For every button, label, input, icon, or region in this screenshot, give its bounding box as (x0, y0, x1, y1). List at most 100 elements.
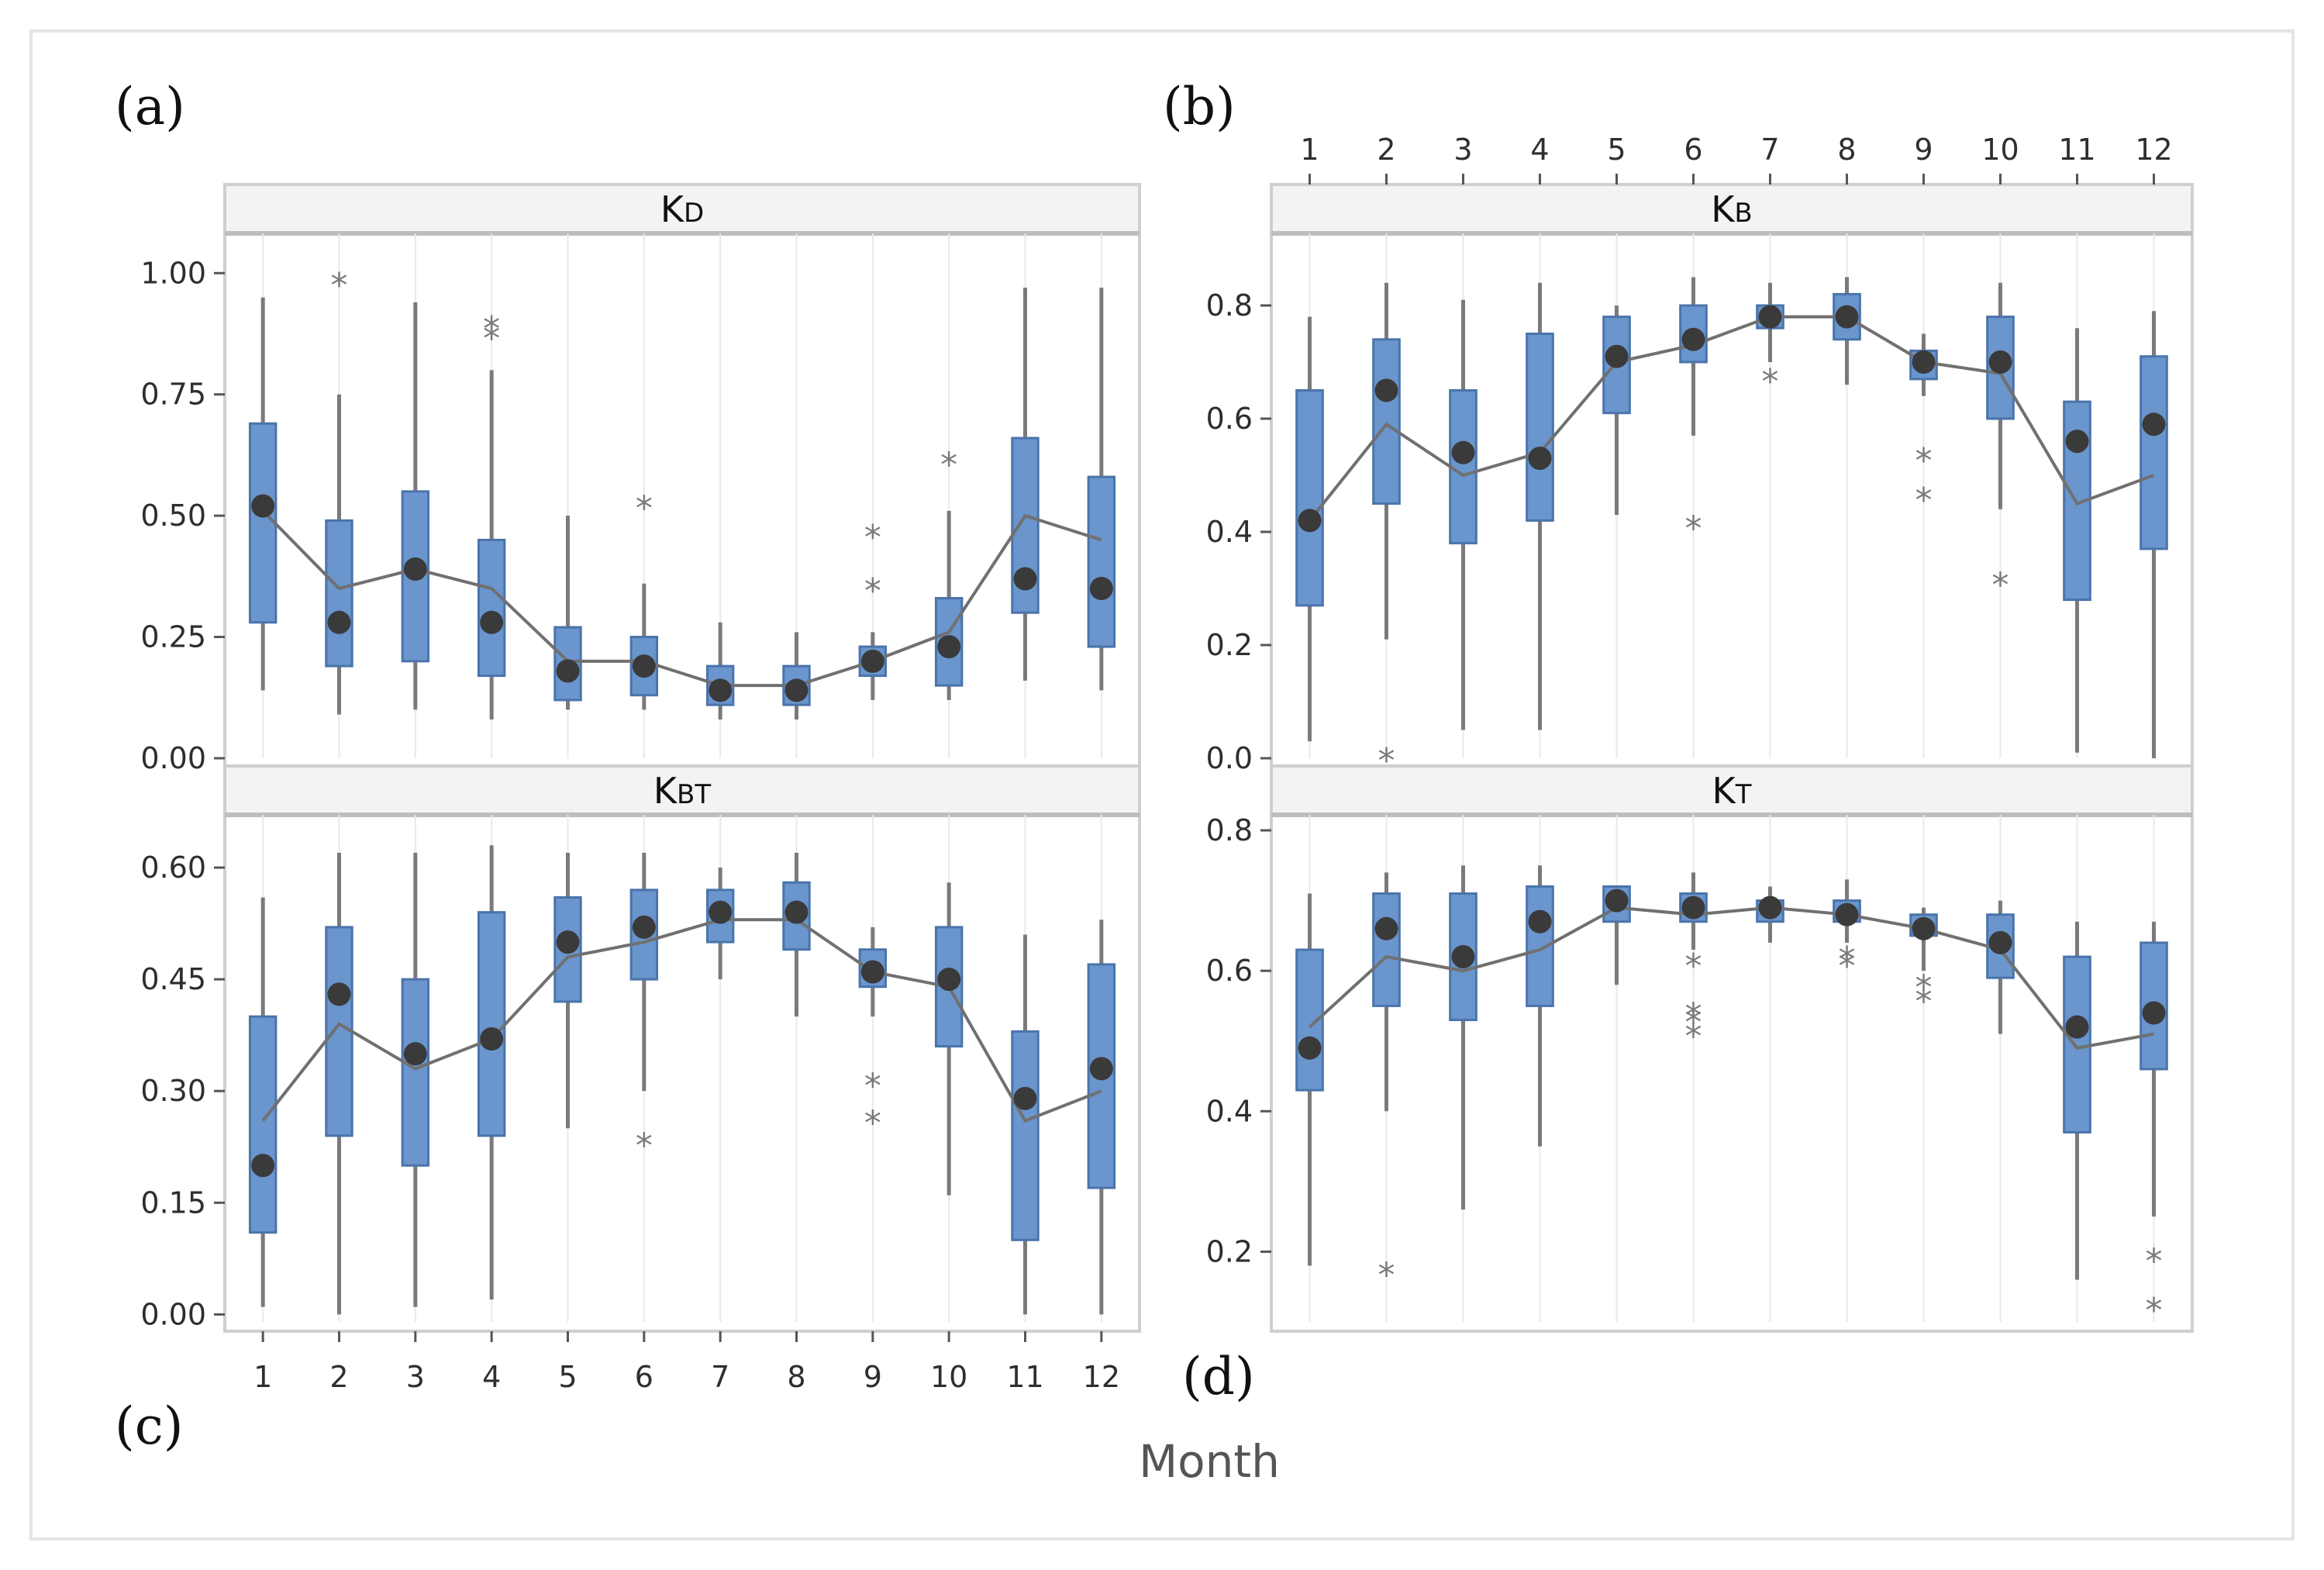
iqr-box (1087, 475, 1116, 648)
median-dot (1013, 1086, 1037, 1110)
box-month-2: * (1372, 872, 1401, 1296)
x-tick-label: 2 (329, 1360, 348, 1394)
panel-label: (b) (1163, 77, 1236, 136)
outlier-marker: * (1992, 566, 2009, 606)
y-tick-label: 0.2 (1206, 628, 1253, 662)
median-dot (632, 654, 656, 678)
median-dot (403, 1042, 427, 1066)
median-dot (937, 635, 961, 659)
mean-connect-line (261, 918, 1102, 1123)
x-tick-label: 3 (406, 1360, 425, 1394)
median-dot (1605, 889, 1629, 913)
x-tick-label: 4 (482, 1360, 501, 1394)
median-dot (1681, 895, 1705, 920)
iqr-box (1526, 333, 1554, 522)
x-tick-label: 10 (1981, 133, 2019, 167)
iqr-box (1372, 338, 1401, 505)
panel-label: (d) (1182, 1347, 1255, 1406)
x-tick-label: 8 (1837, 133, 1856, 167)
median-dot (403, 557, 427, 581)
y-tick-label: 0.25 (140, 620, 206, 654)
strip-title: KBT (653, 770, 711, 812)
median-dot (327, 982, 351, 1006)
x-tick-label: 6 (635, 1360, 653, 1394)
iqr-box (1295, 389, 1324, 607)
y-tick-label: 0.60 (140, 851, 206, 885)
panel-border (1270, 764, 2194, 1333)
median-dot (1988, 350, 2012, 374)
iqr-box (1372, 892, 1401, 1007)
median-dot (937, 968, 961, 992)
panel-1: KD0.000.250.500.751.00 *******(a) (115, 77, 1141, 775)
median-dot (784, 678, 809, 702)
box-month-4: ** (477, 309, 506, 719)
median-dot (784, 900, 809, 924)
y-tick-label: 0.4 (1206, 1094, 1253, 1128)
y-tick-label: 0.6 (1206, 402, 1253, 436)
outlier-marker: * (2146, 1291, 2163, 1330)
iqr-box (477, 538, 506, 678)
y-tick-label: 0.0 (1206, 741, 1253, 775)
figure-frame (29, 29, 2295, 1541)
median-dot (251, 494, 275, 518)
median-dot (2065, 430, 2089, 454)
box-month-11 (2063, 921, 2091, 1280)
x-tick-label: 1 (253, 1360, 272, 1394)
box-month-12 (2140, 311, 2168, 758)
median-dot (1681, 327, 1705, 351)
median-dot (1374, 378, 1398, 402)
median-dot (860, 960, 884, 984)
median-dot (1835, 902, 1859, 926)
box-month-1 (1295, 893, 1324, 1266)
outlier-marker: * (940, 445, 957, 485)
box-month-3 (1449, 299, 1477, 730)
x-tick-label: 11 (1006, 1360, 1043, 1394)
box-month-2: * (1372, 282, 1401, 781)
outlier-marker: * (1839, 940, 1856, 979)
outlier-marker: * (636, 1126, 653, 1165)
x-tick-label: 2 (1377, 133, 1395, 167)
x-tick-label: 12 (1083, 1360, 1120, 1394)
median-dot (1089, 577, 1113, 600)
box-month-1 (248, 897, 278, 1307)
iqr-box (2063, 955, 2091, 1134)
x-tick-label: 9 (864, 1360, 882, 1394)
outlier-marker: * (483, 319, 500, 359)
panel-border (1270, 183, 2194, 769)
median-dot (1298, 1036, 1322, 1060)
y-tick-label: 0.45 (140, 962, 206, 996)
outlier-marker: * (1378, 1256, 1395, 1296)
y-tick-label: 0.4 (1206, 515, 1253, 549)
iqr-box (325, 519, 353, 668)
median-dot (251, 1154, 275, 1178)
x-tick-label: 10 (930, 1360, 967, 1394)
box-month-12 (1087, 288, 1116, 691)
outlier-marker: * (1915, 968, 1933, 1007)
outlier-marker: * (636, 489, 653, 529)
y-tick-label: 0.75 (140, 378, 206, 412)
box-month-3 (401, 852, 430, 1307)
outlier-marker: * (331, 266, 348, 305)
median-dot (480, 610, 504, 634)
median-dot (1758, 895, 1782, 920)
outlier-marker: * (2146, 1241, 2163, 1281)
outlier-marker: * (1915, 441, 1933, 481)
outlier-marker: * (864, 518, 881, 557)
outlier-marker: * (1685, 995, 1702, 1035)
iqr-box (477, 911, 506, 1137)
median-dot (1298, 509, 1322, 533)
iqr-box (401, 978, 430, 1167)
panel-border (223, 764, 1141, 1333)
box-month-4 (1526, 282, 1554, 730)
outlier-marker: * (1915, 481, 1933, 520)
y-tick-label: 0.00 (140, 1297, 206, 1331)
median-dot (556, 930, 580, 954)
x-tick-label: 6 (1684, 133, 1702, 167)
x-axis-title: Month (1139, 1435, 1280, 1488)
median-dot (1912, 916, 1936, 940)
outlier-marker: * (1839, 947, 1856, 986)
median-dot (1758, 305, 1782, 329)
x-tick-label: 7 (1760, 133, 1779, 167)
x-tick-label: 5 (1607, 133, 1626, 167)
